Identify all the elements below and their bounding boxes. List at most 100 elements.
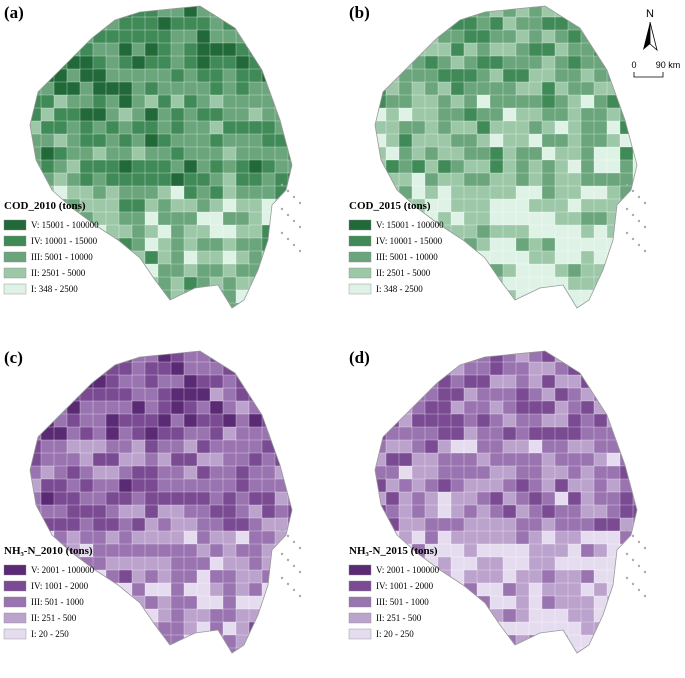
district (411, 29, 426, 44)
district (606, 302, 621, 308)
district (646, 531, 659, 544)
district (593, 361, 608, 376)
district (554, 237, 569, 252)
district (79, 289, 94, 304)
district (554, 465, 569, 480)
district (248, 387, 263, 402)
district (288, 316, 301, 329)
district (275, 661, 288, 674)
district (40, 351, 55, 363)
district (314, 30, 327, 43)
district (66, 426, 81, 441)
district (248, 237, 263, 252)
district (287, 478, 292, 493)
district (672, 277, 685, 290)
district (659, 316, 672, 329)
district (131, 569, 146, 584)
district (40, 133, 55, 148)
district (659, 492, 672, 505)
district (118, 569, 133, 584)
district (672, 362, 685, 375)
district (606, 465, 621, 480)
district (424, 81, 439, 96)
district (411, 172, 426, 187)
district (131, 351, 146, 363)
district (593, 374, 608, 389)
district (327, 570, 340, 583)
district (567, 608, 582, 623)
district (118, 517, 133, 532)
district (646, 466, 659, 479)
district (53, 400, 68, 415)
district (619, 133, 634, 148)
district (437, 81, 452, 96)
district (131, 426, 146, 441)
district (515, 400, 530, 415)
district (327, 518, 340, 531)
district (541, 276, 556, 291)
district (646, 479, 659, 492)
district (105, 29, 120, 44)
district (672, 414, 685, 427)
district (131, 237, 146, 252)
district (515, 6, 530, 18)
district (144, 146, 159, 161)
district (554, 211, 569, 226)
district (66, 159, 81, 174)
district (196, 237, 211, 252)
district (209, 289, 224, 304)
district (40, 55, 55, 70)
district (375, 172, 387, 187)
district (593, 517, 608, 532)
district (287, 361, 292, 376)
district (489, 504, 504, 519)
district (170, 387, 185, 402)
district (528, 55, 543, 70)
district (287, 426, 292, 441)
district (274, 81, 289, 96)
district (170, 185, 185, 200)
district (515, 81, 530, 96)
district (314, 570, 327, 583)
district (580, 621, 595, 636)
map-outline (29, 5, 293, 309)
district (287, 647, 292, 653)
legend-swatch (3, 596, 27, 608)
district (424, 621, 439, 636)
district (489, 569, 504, 584)
district (476, 569, 491, 584)
district (385, 16, 400, 31)
district (196, 387, 211, 402)
legend-entry: III: 501 - 1000 (376, 597, 429, 607)
district (541, 211, 556, 226)
district (398, 387, 413, 402)
district (659, 570, 672, 583)
district (542, 661, 555, 674)
district (476, 491, 491, 506)
district (528, 361, 543, 376)
district (646, 609, 659, 622)
district (528, 387, 543, 402)
district (287, 504, 292, 519)
district (554, 120, 569, 135)
district (528, 250, 543, 265)
district (502, 608, 517, 623)
district (385, 478, 400, 493)
district (248, 146, 263, 161)
district (672, 186, 685, 199)
district (287, 107, 292, 122)
district (399, 316, 412, 329)
district (79, 439, 94, 454)
district (287, 608, 292, 623)
district (170, 133, 185, 148)
district (672, 492, 685, 505)
district (170, 159, 185, 174)
district (222, 517, 237, 532)
district (66, 68, 81, 83)
district (196, 478, 211, 493)
district (593, 582, 608, 597)
island (631, 237, 635, 241)
district (450, 413, 465, 428)
district (92, 94, 107, 109)
district (528, 647, 543, 653)
